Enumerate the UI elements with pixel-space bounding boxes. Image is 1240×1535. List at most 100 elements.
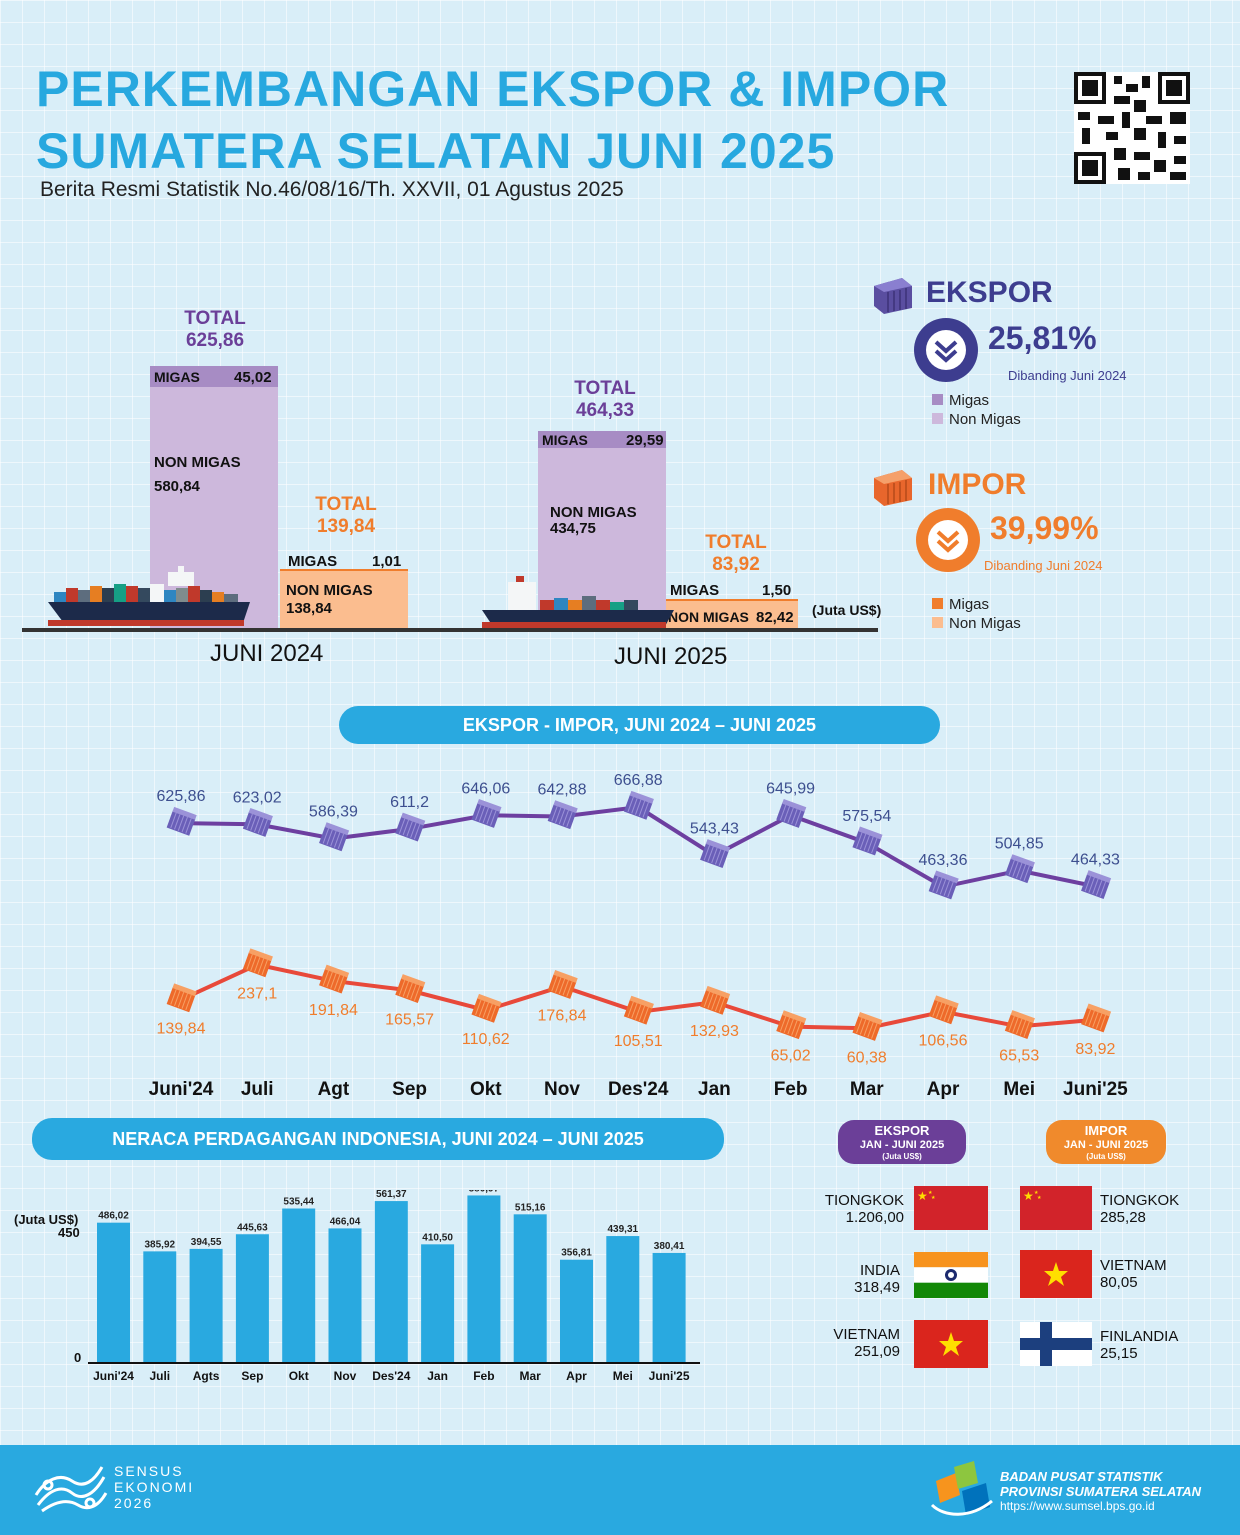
impor-2024-total: TOTAL 139,84 — [315, 494, 377, 537]
x-tick-label: Agt — [318, 1079, 350, 1100]
impor-2024-migas-bar — [280, 569, 408, 571]
ekspor-data-label: 642,88 — [538, 782, 587, 799]
impor-partner-1: TIONGKOK 285,28 — [1100, 1192, 1180, 1226]
ekspor-point-top — [553, 800, 578, 814]
ekspor-point — [623, 790, 654, 820]
impor-point-rib — [253, 956, 261, 973]
ekspor-point-rib — [779, 804, 787, 821]
ekspor-point-top — [705, 839, 731, 853]
ekspor-point-rib — [181, 816, 188, 833]
impor-2025-total: TOTAL 83,92 — [705, 532, 767, 575]
ekspor-point — [852, 826, 883, 856]
neraca-bar — [143, 1251, 177, 1362]
neraca-x-tick-label: Des'24 — [372, 1369, 411, 1383]
ekspor-point — [700, 839, 731, 869]
ekspor-point-rib — [1012, 861, 1019, 877]
container-icon — [874, 470, 912, 506]
ekspor-point-rib — [1092, 878, 1099, 895]
ekspor-partner-badge: EKSPOR JAN - JUNI 2025 (Juta US$) — [838, 1120, 966, 1164]
ekspor-point-rib — [867, 836, 874, 852]
impor-point-rib — [794, 1021, 802, 1038]
x-tick-label: Juni'24 — [149, 1079, 214, 1100]
impor-point-rib — [566, 981, 573, 997]
ground-line — [22, 628, 878, 632]
impor-point-rib — [947, 1006, 954, 1023]
neraca-x-tick-label: Juni'25 — [649, 1369, 690, 1383]
impor-point — [166, 983, 197, 1013]
impor-partner-2: VIETNAM 80,05 — [1100, 1257, 1167, 1291]
impor-point — [1081, 1003, 1112, 1033]
svg-text:★: ★ — [1034, 1190, 1039, 1196]
ekspor-data-label: 586,39 — [309, 804, 358, 821]
neraca-x-tick-label: Nov — [334, 1369, 357, 1383]
neraca-data-label: 394,55 — [191, 1237, 222, 1248]
impor-point-rib — [1023, 1021, 1030, 1037]
impor-point-rib — [634, 1004, 642, 1020]
ekspor-partner-3: VIETNAM 251,09 — [833, 1326, 900, 1360]
x-tick-label: Nov — [544, 1079, 580, 1100]
impor-point — [547, 970, 578, 999]
ekspor-point-rib — [562, 810, 569, 826]
impor-point-rib — [257, 958, 265, 974]
sensus-ekonomi-logo-icon — [34, 1466, 108, 1513]
impor-pct: 39,99% — [990, 510, 1099, 546]
impor-point-rib — [943, 1005, 950, 1021]
impor-2025-nonmigas-value: 82,42 — [756, 609, 794, 626]
ekspor-point-rib — [856, 832, 863, 848]
neraca-x-tick-label: Feb — [473, 1369, 494, 1383]
x-tick-label: Apr — [927, 1079, 960, 1100]
ekspor-2025-nonmigas-value: 434,75 — [550, 520, 596, 537]
impor-point-rib — [555, 977, 562, 993]
x-tick-label: Mar — [850, 1079, 884, 1100]
impor-point — [1004, 1010, 1035, 1039]
ekspor-point-rib — [174, 814, 181, 830]
impor-2025-nonmigas-label: NON MIGAS — [668, 609, 749, 625]
ekspor-point-rib — [551, 806, 558, 822]
impor-point-rib — [714, 995, 722, 1012]
ekspor-point-rib — [859, 833, 867, 850]
sensus-ekonomi-text: SENSUS EKONOMI 2026 — [114, 1463, 195, 1511]
ekspor-point-rib — [330, 830, 337, 847]
impor-2025-nonmigas-bar — [666, 601, 798, 628]
neraca-data-label: 580,97 — [469, 1190, 500, 1194]
impor-point-rib — [787, 1018, 794, 1035]
ekspor-point-rib — [261, 819, 268, 835]
ekspor-point-rib — [402, 819, 410, 836]
vietnam-flag-icon — [914, 1320, 988, 1368]
qr-code-icon[interactable] — [1074, 72, 1190, 184]
ekspor-data-label: 625,86 — [157, 788, 206, 805]
neraca-x-tick-label: Apr — [566, 1369, 587, 1383]
ekspor-point — [776, 798, 807, 828]
impor-point-rib — [718, 997, 726, 1013]
impor-data-label: 139,84 — [157, 1021, 206, 1038]
ekspor-point-rib — [398, 818, 406, 834]
ekspor-point-rib — [486, 808, 493, 825]
ekspor-point-rib — [406, 821, 413, 837]
ekspor-point-rib — [475, 804, 482, 821]
neraca-x-tick-label: Sep — [241, 1369, 263, 1383]
impor-data-label: 132,93 — [690, 1023, 739, 1040]
impor-point-rib — [1099, 1014, 1107, 1031]
ekspor-2024-nonmigas-value: 580,84 — [154, 478, 200, 495]
impor-point-rib — [1015, 1018, 1023, 1035]
ekspor-point-rib — [936, 877, 943, 894]
impor-point-rib — [791, 1020, 798, 1036]
legend-impor-nonmigas: Non Migas — [932, 615, 1021, 634]
impor-2025-migas-label: MIGAS — [670, 582, 720, 599]
finland-flag-icon — [1020, 1322, 1092, 1366]
impor-point — [776, 1010, 807, 1040]
ekspor-point-rib — [707, 846, 714, 862]
india-flag-icon — [914, 1252, 988, 1298]
impor-point-rib — [936, 1002, 943, 1018]
impor-data-label: 65,53 — [999, 1047, 1039, 1064]
impor-point-rib — [181, 993, 188, 1009]
impor-point-rib — [1095, 1013, 1103, 1029]
bps-logo-icon — [930, 1461, 993, 1516]
svg-text:★: ★ — [928, 1190, 933, 1196]
ekspor-2024-migas-value: 45,02 — [234, 369, 272, 386]
neraca-x-tick-label: Okt — [289, 1369, 309, 1383]
ekspor-point-top — [934, 870, 959, 884]
impor-point-top — [858, 1011, 883, 1025]
ekspor-point-rib — [1095, 880, 1103, 896]
impor-point-rib — [703, 991, 711, 1008]
